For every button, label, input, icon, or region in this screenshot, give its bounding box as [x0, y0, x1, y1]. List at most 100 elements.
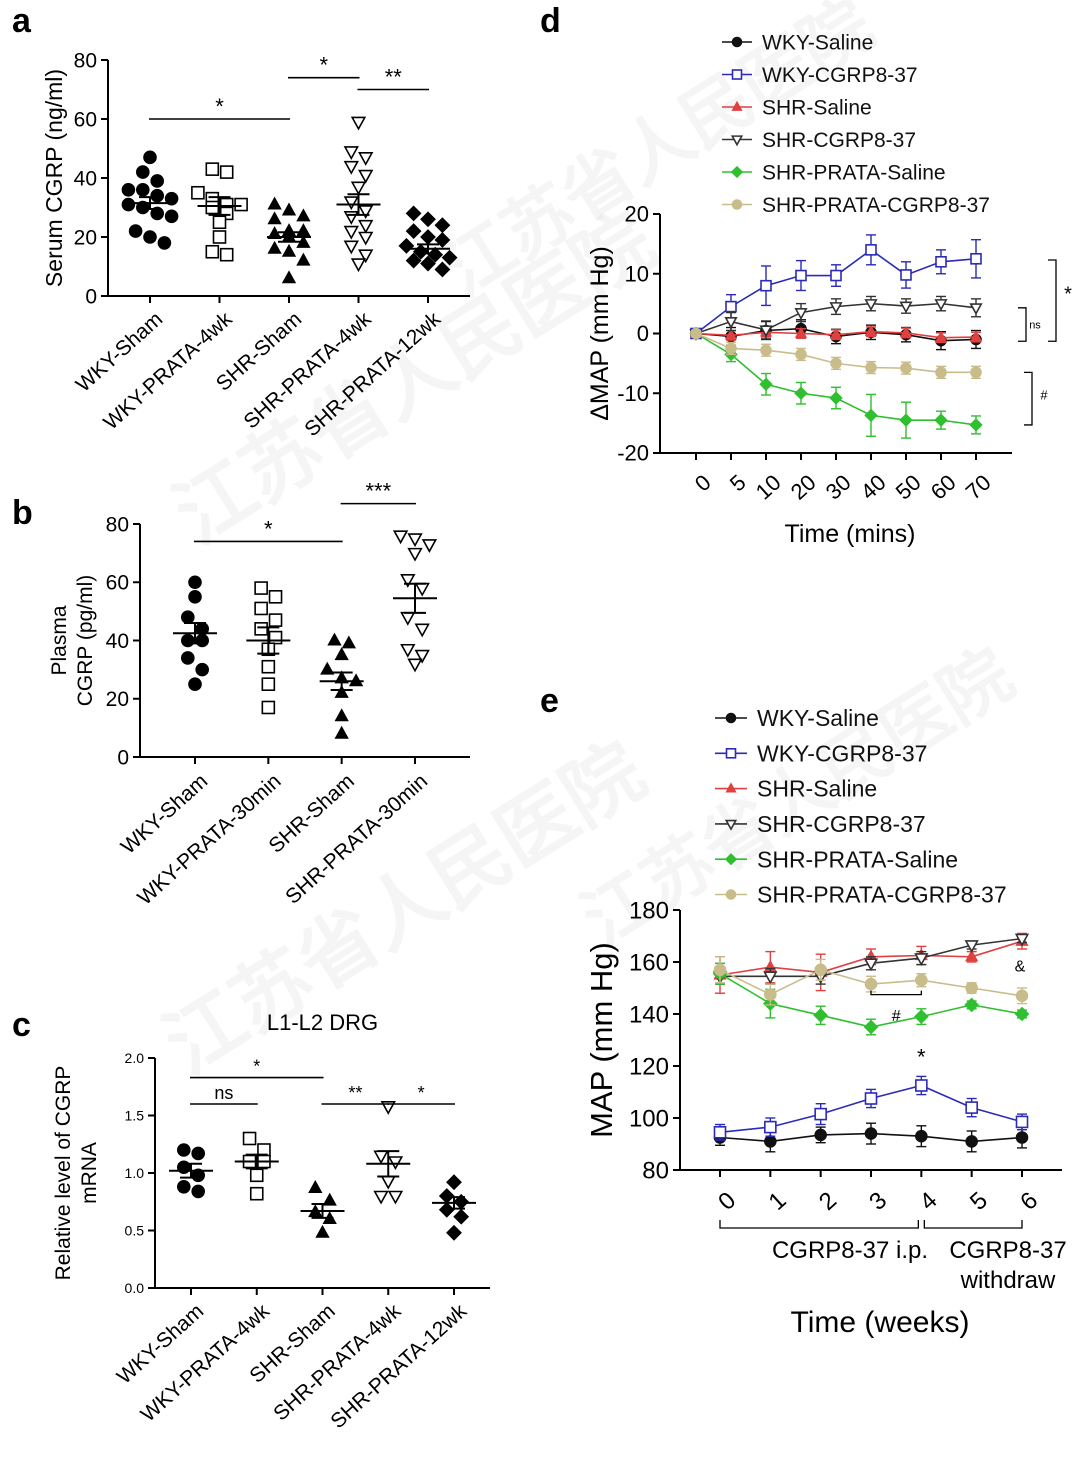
data-point	[136, 183, 150, 197]
data-point	[434, 261, 451, 278]
data-point	[914, 1009, 929, 1024]
data-point	[405, 223, 422, 240]
x-tick-label: SHR-PRATA-4wk	[239, 307, 376, 433]
y-tick-label: 60	[74, 108, 97, 131]
x-tick-label: SHR-PRATA-30min	[281, 770, 432, 909]
bracket	[1048, 259, 1057, 342]
y-tick-label: 1.5	[125, 1107, 145, 1123]
x-tick-label: SHR-PRATA-12wk	[300, 307, 445, 441]
legend-marker	[725, 747, 737, 759]
data-point	[249, 1168, 264, 1183]
annotation-label: *	[1064, 284, 1072, 306]
y-axis-label: Plasma	[48, 605, 71, 675]
data-point	[764, 1135, 777, 1148]
data-point	[900, 269, 912, 281]
chart-b: 020406080WKY-ShamWKY-PRATA-30minSHR-Sham…	[48, 479, 470, 910]
data-point	[373, 1150, 389, 1165]
data-point	[407, 533, 423, 548]
data-point	[899, 326, 913, 338]
legend-label: SHR-Saline	[762, 96, 872, 119]
data-point	[334, 684, 349, 698]
data-point	[1015, 1115, 1029, 1129]
data-point	[420, 229, 436, 245]
data-point	[965, 949, 979, 962]
data-point	[830, 269, 842, 282]
data-point	[420, 255, 436, 272]
data-point	[1015, 1131, 1029, 1144]
data-point	[970, 253, 982, 265]
legend-label: SHR-PRATA-Saline	[762, 161, 946, 184]
significance-label: *	[215, 94, 224, 119]
x-tick-label: 2	[814, 1187, 842, 1216]
data-point	[308, 1180, 323, 1193]
data-point	[281, 270, 297, 284]
legend-label: SHR-PRATA-CGRP8-37	[762, 194, 990, 217]
y-axis-label: Serum CGRP (ng/ml)	[41, 69, 67, 287]
data-point	[358, 219, 374, 234]
data-point	[188, 575, 202, 590]
y-tick-label: 0.5	[125, 1222, 145, 1238]
x-tick-label: 40	[856, 470, 891, 505]
x-tick-label: 0	[690, 470, 716, 497]
data-point	[969, 418, 983, 432]
data-point	[438, 1188, 455, 1204]
data-point	[296, 252, 311, 266]
phase-bracket	[719, 1220, 919, 1229]
x-tick-label: 4	[915, 1187, 943, 1216]
data-point	[915, 1129, 928, 1143]
data-point	[191, 1146, 205, 1161]
data-point	[268, 630, 283, 645]
data-point	[315, 1224, 330, 1238]
data-point	[1014, 1006, 1030, 1022]
data-point	[405, 252, 422, 269]
data-point	[438, 1201, 455, 1218]
data-point	[164, 209, 179, 224]
data-point	[829, 302, 843, 315]
data-point	[327, 632, 342, 646]
data-point	[150, 174, 164, 188]
legend-item: SHR-CGRP8-37	[722, 129, 916, 152]
data-point	[864, 1092, 878, 1105]
data-point	[254, 622, 268, 636]
data-point	[358, 205, 374, 220]
data-point	[121, 197, 136, 212]
data-point	[864, 324, 878, 336]
data-point	[915, 973, 928, 987]
data-point	[358, 152, 374, 166]
legend-item: SHR-CGRP8-37	[715, 811, 926, 837]
data-point	[195, 662, 209, 677]
x-tick-label: 6	[1015, 1187, 1043, 1216]
data-point	[864, 1127, 878, 1140]
data-point	[724, 328, 738, 340]
data-point	[334, 725, 349, 739]
y-axis-label: MAP (mm Hg)	[584, 942, 619, 1138]
significance-label: *	[418, 1083, 425, 1103]
data-point	[334, 647, 349, 661]
data-point	[177, 1180, 191, 1194]
x-tick-label: 60	[926, 470, 961, 505]
data-point	[343, 240, 359, 255]
data-point	[136, 165, 150, 179]
data-point	[935, 255, 947, 268]
y-tick-label: 0.0	[125, 1280, 145, 1296]
data-point	[268, 590, 283, 604]
data-point	[191, 1184, 205, 1199]
y-tick-label: 140	[629, 1001, 669, 1028]
y-tick-label: 0	[637, 321, 649, 346]
data-point	[254, 601, 268, 616]
y-tick-label: 1.0	[125, 1165, 145, 1181]
data-point	[407, 658, 423, 673]
bracket	[870, 990, 922, 996]
y-axis-label: mRNA	[78, 1142, 101, 1204]
data-point	[764, 1120, 777, 1134]
significance-label: ns	[214, 1083, 233, 1103]
data-point	[205, 200, 220, 215]
data-point	[181, 610, 195, 625]
data-point	[261, 700, 276, 715]
data-point	[268, 613, 283, 627]
y-tick-label: 80	[642, 1157, 669, 1184]
series	[713, 1075, 1029, 1141]
legend-label: SHR-PRATA-Saline	[757, 846, 958, 872]
data-point	[177, 1143, 191, 1157]
